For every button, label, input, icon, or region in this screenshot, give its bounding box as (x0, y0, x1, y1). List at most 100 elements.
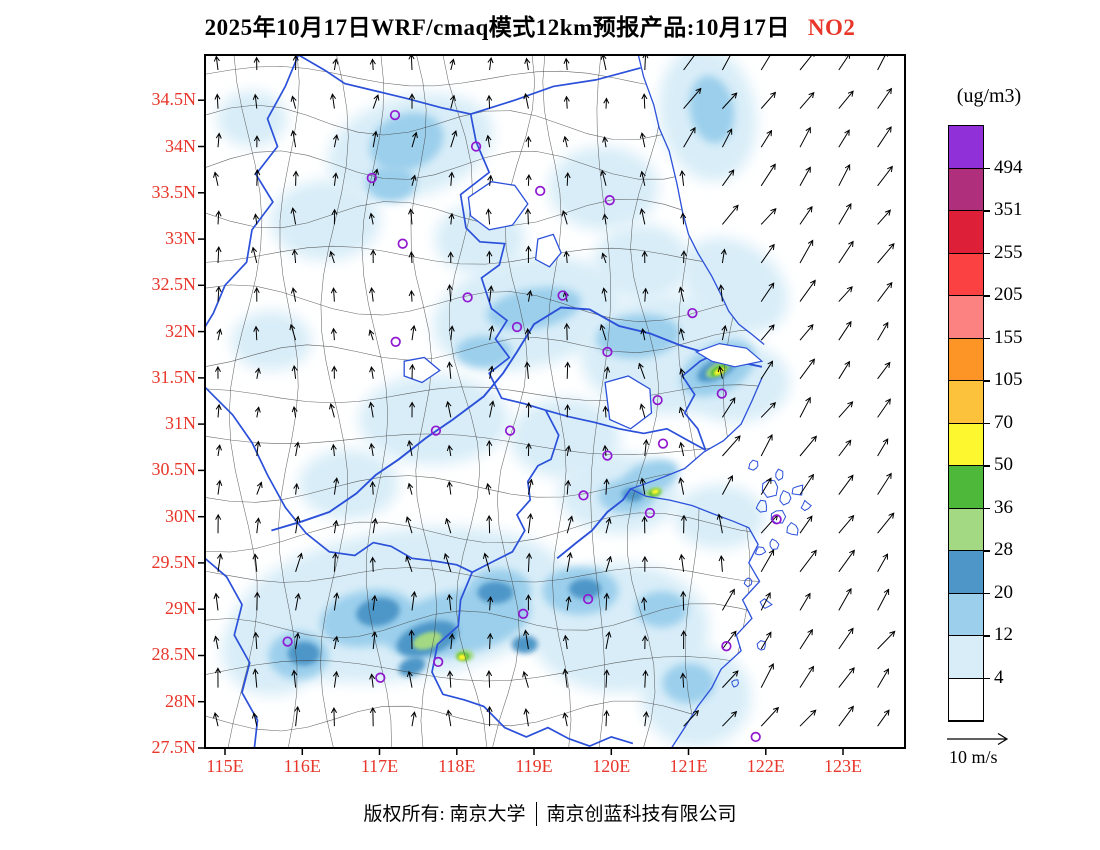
y-tick-label: 32N (165, 320, 196, 341)
province-border (681, 351, 720, 451)
colorbar-level-label: 70 (994, 411, 1013, 433)
province-border (545, 409, 706, 451)
x-tick-label: 117E (360, 756, 399, 776)
station-marker (535, 185, 546, 197)
colorbar-level-label: 494 (994, 156, 1023, 178)
y-tick-label: 27.5N (151, 737, 197, 757)
colorbar-band (949, 636, 983, 679)
colorbar-band (949, 593, 983, 636)
station-marker (771, 514, 782, 525)
colorbar-band (949, 338, 983, 381)
station-marker (470, 141, 482, 152)
province-border (459, 113, 546, 412)
station-marker (657, 438, 669, 449)
station-marker (604, 195, 615, 206)
islands (731, 459, 812, 688)
wind-reference-label: 10 m/s (949, 747, 998, 767)
x-tick-label: 120E (592, 756, 631, 776)
x-tick-label: 119E (515, 756, 553, 776)
y-tick-label: 29.5N (151, 551, 197, 572)
y-tick-label: 31N (165, 413, 196, 434)
station-marker (602, 450, 613, 461)
colorbar-level-label: 351 (994, 199, 1023, 220)
y-tick-label: 32.5N (151, 274, 197, 295)
map-frame (204, 54, 906, 749)
station-marker (433, 656, 444, 668)
station-marker (602, 346, 613, 358)
axis-ticks (198, 99, 844, 755)
colorbar-level-label: 205 (994, 284, 1023, 305)
station-marker (430, 425, 442, 436)
y-axis-labels: 34.5N 34N 33.5N 33N 32.5N 32N 31.5N 31N 30.5N 30N… (118, 0, 197, 850)
lake-outline (534, 233, 562, 268)
river (271, 306, 763, 532)
lake-outline (604, 375, 653, 430)
x-tick-label: 121E (669, 756, 708, 776)
x-tick-label: 122E (746, 756, 785, 776)
station-marker (366, 172, 377, 184)
colorbar-scale (948, 125, 990, 722)
footer-divider (535, 802, 537, 826)
station-marker (375, 672, 386, 683)
colorbar-band (949, 508, 983, 551)
wind-reference-arrow-icon (947, 732, 1009, 746)
station-marker (644, 507, 656, 519)
wind-arrows (213, 55, 896, 727)
station-marker (282, 636, 293, 647)
station-marker (518, 608, 529, 619)
colorbar: (ug/m3) 494 351 255 205 155 105 70 50 36 28 20 12 4 (948, 85, 1058, 745)
colorbar-band (949, 168, 983, 211)
copyright-company: 南京创蓝科技有限公司 (546, 804, 737, 825)
y-tick-label: 34N (165, 135, 196, 156)
colorbar-band (949, 381, 983, 424)
x-tick-label: 118E (438, 756, 476, 776)
colorbar-band (949, 211, 983, 254)
copyright-owner: 版权所有: 南京大学 (363, 804, 526, 825)
x-tick-label: 116E (283, 756, 321, 776)
colorbar-level-label: 12 (994, 624, 1013, 645)
province-border (205, 386, 473, 573)
colorbar-level-label: 20 (994, 581, 1013, 603)
river (556, 488, 632, 560)
station-marker (721, 641, 732, 652)
colorbar-level-label: 155 (994, 326, 1023, 348)
y-tick-label: 28.5N (151, 644, 197, 665)
colorbar-band (949, 678, 983, 721)
x-tick-label: 123E (824, 756, 863, 776)
station-marker (511, 321, 523, 333)
y-tick-label: 28N (165, 690, 196, 711)
colorbar-band (949, 423, 983, 466)
station-marker (750, 731, 761, 743)
colorbar-level-label: 28 (994, 539, 1013, 560)
province-border (205, 55, 300, 328)
colorbar-level-label: 50 (994, 454, 1013, 475)
y-tick-label: 30.5N (151, 459, 197, 480)
station-marker (582, 593, 594, 605)
province-border (297, 55, 641, 115)
y-tick-label: 29N (165, 598, 196, 619)
y-tick-label: 34.5N (151, 89, 197, 110)
station-marker (652, 394, 663, 406)
station-marker (687, 307, 698, 319)
chongming-island (694, 342, 764, 368)
colorbar-level-label: 36 (994, 496, 1013, 518)
station-marker (557, 290, 568, 301)
station-marker (462, 292, 473, 303)
colorbar-band (949, 551, 983, 594)
lake-outline (467, 181, 529, 231)
y-tick-label: 33N (165, 228, 196, 249)
y-tick-label: 33.5N (151, 181, 197, 202)
page-title: 2025年10月17日WRF/cmaq模式12km预报产品:10月17日 NO2 (0, 8, 1060, 42)
geographic-boundaries (205, 55, 765, 748)
colorbar-level-label: 4 (994, 666, 1004, 688)
province-border (471, 409, 560, 573)
copyright-footer: 版权所有: 南京大学 南京创蓝科技有限公司 (0, 799, 1100, 826)
coastline-south (628, 377, 763, 748)
station-marker (716, 388, 727, 399)
station-marker (390, 336, 401, 347)
forecast-map (198, 54, 906, 755)
colorbar-band (949, 126, 983, 169)
species-label: NO2 (807, 15, 856, 40)
station-markers (282, 109, 782, 743)
